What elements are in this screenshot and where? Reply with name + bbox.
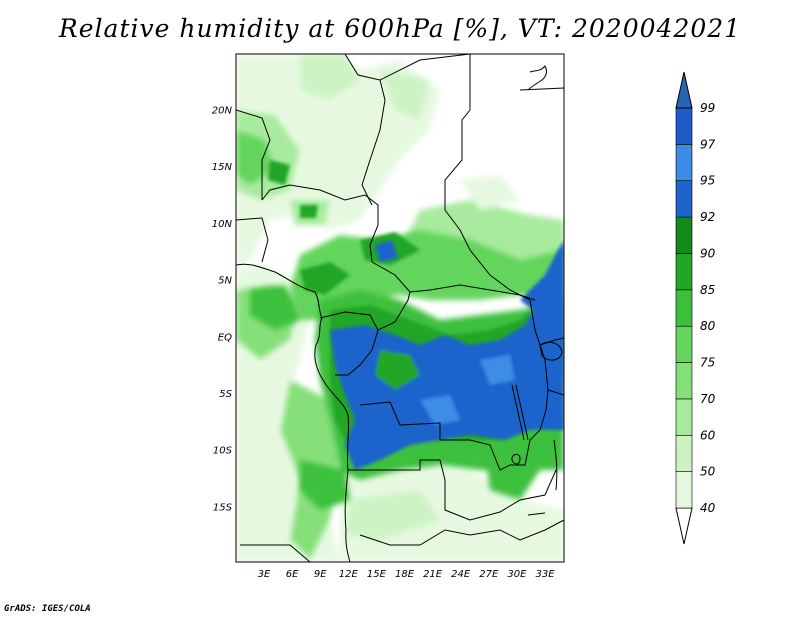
colorbar-tick-label: 75 <box>700 356 715 370</box>
longitude-tick-label: 33E <box>535 569 555 580</box>
longitude-tick-label: 18E <box>395 569 415 580</box>
chart-title: Relative humidity at 600hPa [%], VT: 202… <box>58 14 742 43</box>
colorbar-segment <box>675 144 693 182</box>
colorbar-segment <box>675 107 693 145</box>
colorbar-tick-label: 60 <box>700 428 716 442</box>
colorbar-segment <box>675 289 693 327</box>
colorbar-segment <box>675 471 693 509</box>
colorbar-bottom-arrow <box>675 507 693 545</box>
latitude-tick-label: EQ <box>218 332 232 343</box>
colorbar-segment <box>675 434 693 472</box>
colorbar-tick-label: 85 <box>700 283 715 297</box>
colorbar-segment <box>675 325 693 363</box>
latitude-axis: 20N 15N 10N 5N EQ 5S 10S 15S <box>212 106 233 514</box>
longitude-tick-label: 15E <box>367 569 387 580</box>
colorbar-segment <box>675 216 693 254</box>
credit-label: GrADS: IGES/COLA <box>4 604 91 614</box>
latitude-tick-label: 20N <box>212 106 233 117</box>
latitude-tick-label: 5N <box>218 276 232 287</box>
latitude-tick-label: 5S <box>219 389 232 400</box>
latitude-tick-label: 10S <box>213 446 233 457</box>
latitude-tick-label: 10N <box>212 219 233 230</box>
longitude-tick-label: 12E <box>339 569 359 580</box>
longitude-axis: 3E 6E 9E 12E 15E 18E 21E 24E 27E 30E 33E <box>258 569 556 580</box>
colorbar-tick-label: 92 <box>700 210 715 224</box>
colorbar-segment <box>675 362 693 400</box>
colorbar-tick-label: 97 <box>700 137 716 151</box>
colorbar-legend: 40 50 60 70 75 80 85 90 92 95 97 99 <box>675 71 716 545</box>
longitude-tick-label: 3E <box>258 569 271 580</box>
colorbar-tick-label: 99 <box>700 101 715 115</box>
colorbar-tick-label: 50 <box>700 465 716 479</box>
colorbar-segment <box>675 253 693 291</box>
longitude-tick-label: 27E <box>479 569 499 580</box>
longitude-tick-label: 24E <box>451 569 471 580</box>
colorbar-top-arrow <box>675 71 693 109</box>
latitude-tick-label: 15S <box>213 502 233 513</box>
colorbar-tick-label: 90 <box>700 246 716 260</box>
longitude-tick-label: 21E <box>423 569 443 580</box>
colorbar-segment <box>675 398 693 436</box>
latitude-tick-label: 15N <box>212 162 233 173</box>
longitude-tick-label: 30E <box>507 569 527 580</box>
longitude-tick-label: 9E <box>314 569 327 580</box>
colorbar-segment <box>675 180 693 218</box>
colorbar-tick-label: 40 <box>700 501 716 515</box>
map-frame <box>235 53 565 563</box>
humidity-shading-saturated <box>330 240 564 470</box>
longitude-tick-label: 6E <box>286 569 299 580</box>
lakes <box>511 65 563 516</box>
colorbar-tick-label: 70 <box>700 392 716 406</box>
country-borders <box>236 54 564 562</box>
colorbar-tick-label: 95 <box>700 174 715 188</box>
colorbar-tick-label: 80 <box>700 319 716 333</box>
